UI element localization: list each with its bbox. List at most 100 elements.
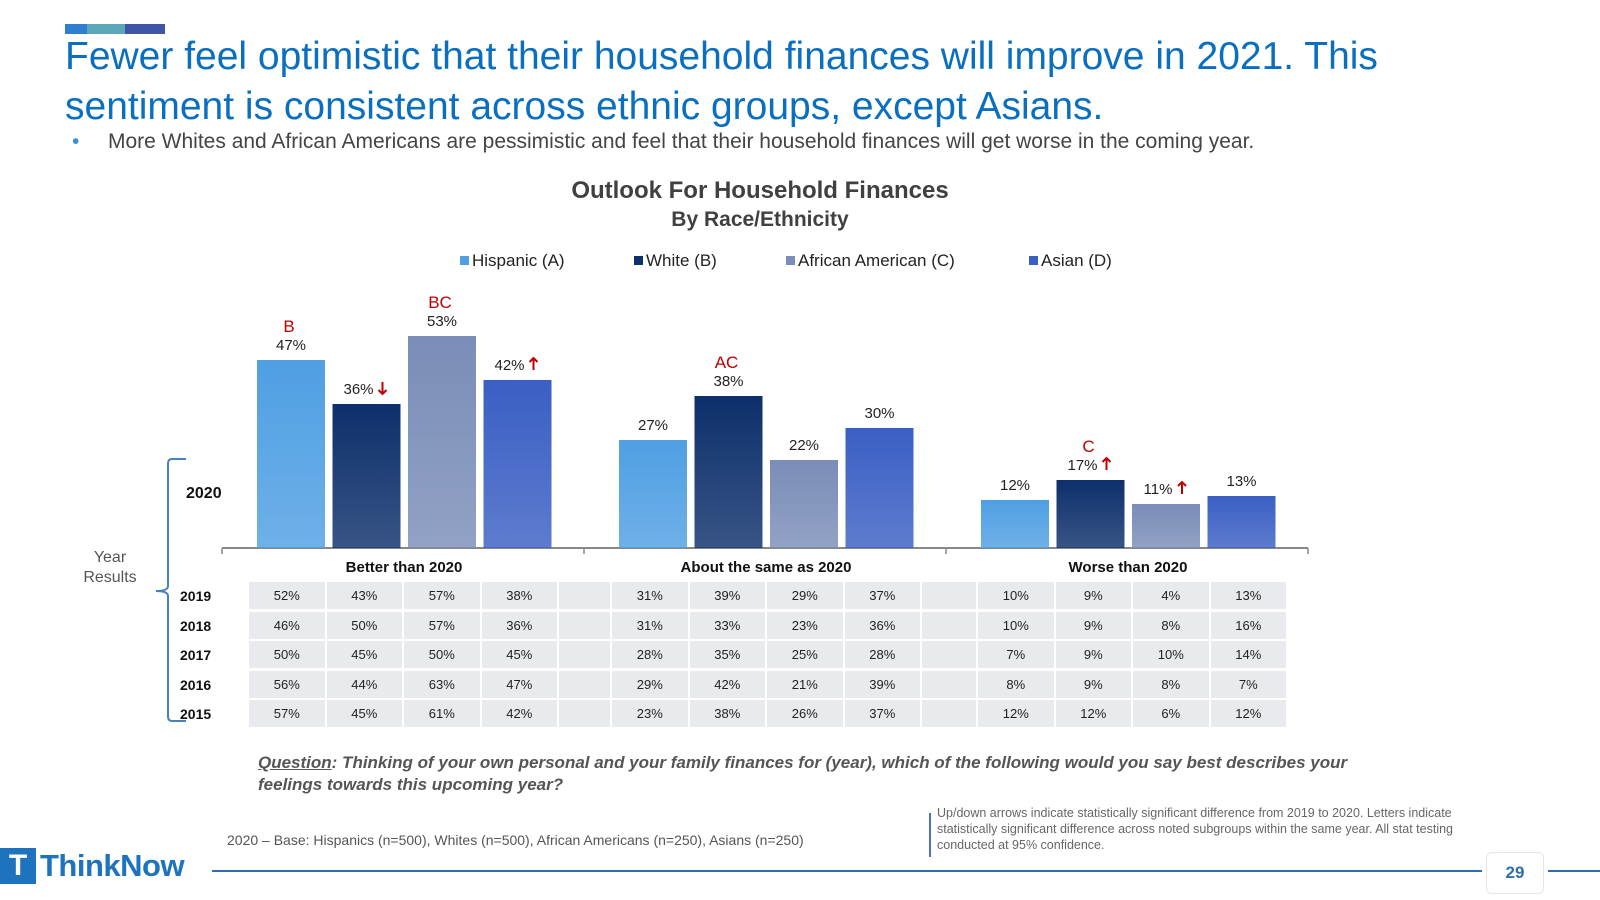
history-year-2019: 2019 (180, 588, 212, 604)
legend-swatch (634, 256, 643, 265)
history-cell: 45% (326, 641, 402, 668)
category-label: Better than 2020 (346, 559, 463, 576)
legend-swatch (786, 256, 795, 265)
chart-title: Outlook For Household Finances (571, 177, 949, 204)
history-cell: 57% (404, 582, 480, 609)
bullet-point: • More Whites and African Americans are p… (72, 130, 1254, 154)
history-spacer-cell (922, 670, 976, 698)
history-cell: 29% (612, 670, 688, 698)
history-spacer-cell (559, 582, 610, 609)
slide-title: Fewer feel optimistic that their househo… (65, 35, 1378, 128)
history-cell: 56% (249, 670, 325, 698)
bar-3-2 (1207, 496, 1276, 548)
history-cell: 50% (404, 641, 480, 668)
accent-bar-segment-3 (125, 24, 165, 34)
history-cell: 23% (767, 611, 843, 639)
current-year-label: 2020 (186, 485, 222, 502)
history-cell: 50% (326, 611, 402, 639)
history-cell: 37% (844, 582, 920, 609)
bar-1-0 (332, 404, 401, 548)
history-cell: 10% (1133, 641, 1209, 668)
logo-mark-icon: T (0, 848, 36, 884)
history-spacer-cell (922, 641, 976, 668)
legend-label: Hispanic (A) (472, 251, 565, 270)
legend-item-african-american: African American (C) (786, 251, 955, 271)
history-cell: 7% (978, 641, 1054, 668)
history-year-2015: 2015 (180, 706, 212, 722)
history-cell: 9% (1055, 582, 1131, 609)
history-cell: 14% (1210, 641, 1286, 668)
logo-text: ThinkNow (40, 848, 185, 883)
history-cell: 25% (767, 641, 843, 668)
history-cell: 36% (844, 611, 920, 639)
year-results-bracket (155, 458, 186, 722)
data-label: 36% (343, 381, 373, 398)
history-cell: 42% (481, 700, 557, 727)
data-label: 17% (1067, 457, 1097, 474)
history-cell: 38% (481, 582, 557, 609)
history-cell: 7% (1210, 670, 1286, 698)
data-label: 30% (864, 405, 894, 422)
data-label: 27% (638, 417, 668, 434)
data-label: 11% (1144, 481, 1173, 498)
history-cell: 57% (404, 611, 480, 639)
history-spacer-cell (922, 582, 976, 609)
history-cell: 10% (978, 582, 1054, 609)
history-cell: 12% (1055, 700, 1131, 727)
history-cell: 29% (767, 582, 843, 609)
history-cell: 9% (1055, 641, 1131, 668)
legend-label: African American (C) (798, 251, 955, 270)
data-label: 12% (1000, 477, 1030, 494)
history-cell: 39% (689, 582, 765, 609)
legend-label: Asian (D) (1041, 251, 1112, 270)
survey-question: Question: Thinking of your own personal … (258, 752, 1358, 796)
legend-item-asian: Asian (D) (1029, 251, 1112, 271)
history-cell: 45% (326, 700, 402, 727)
history-cell: 47% (481, 670, 557, 698)
footer-rule-right (1548, 870, 1600, 872)
history-year-2018: 2018 (180, 617, 212, 634)
history-cell: 12% (1210, 700, 1286, 727)
history-cell: 35% (689, 641, 765, 668)
history-spacer-cell (559, 670, 610, 698)
bar-0-2 (981, 500, 1049, 548)
history-cell: 10% (978, 611, 1054, 639)
history-spacer-cell (922, 611, 976, 639)
history-cell: 39% (844, 670, 920, 698)
bar-1-1 (694, 396, 763, 548)
history-cell: 16% (1210, 611, 1286, 639)
history-cell: 57% (249, 700, 325, 727)
data-label: 22% (789, 437, 819, 454)
history-cell: 23% (612, 700, 688, 727)
history-cell: 26% (767, 700, 843, 727)
history-cell: 52% (249, 582, 325, 609)
sig-letters: AC (715, 353, 739, 372)
category-label: Worse than 2020 (1069, 559, 1188, 576)
history-cell: 12% (978, 700, 1054, 727)
history-cell: 44% (326, 670, 402, 698)
history-cell: 50% (249, 641, 325, 668)
history-spacer-cell (922, 700, 976, 727)
history-cell: 31% (612, 611, 688, 639)
history-spacer-cell (559, 641, 610, 668)
thinknow-logo: T ThinkNow (0, 846, 185, 886)
history-cell: 42% (689, 670, 765, 698)
legend-swatch (460, 256, 469, 265)
history-cell: 38% (689, 700, 765, 727)
history-cell: 8% (1133, 670, 1209, 698)
chart-subtitle: By Race/Ethnicity (671, 208, 849, 231)
sig-letters: BC (428, 293, 452, 312)
data-label: 47% (276, 337, 306, 354)
history-cell: 9% (1055, 611, 1131, 639)
data-label: 42% (494, 357, 524, 374)
accent-bar-segment-2 (87, 24, 125, 34)
bullet-marker: • (72, 130, 80, 153)
bar-0-1 (619, 440, 687, 548)
history-spacer-cell (559, 700, 610, 727)
history-cell: 9% (1055, 670, 1131, 698)
history-cell: 31% (612, 582, 688, 609)
history-cell: 46% (249, 611, 325, 639)
history-year-2017: 2017 (180, 647, 212, 663)
bar-2-1 (770, 460, 838, 548)
